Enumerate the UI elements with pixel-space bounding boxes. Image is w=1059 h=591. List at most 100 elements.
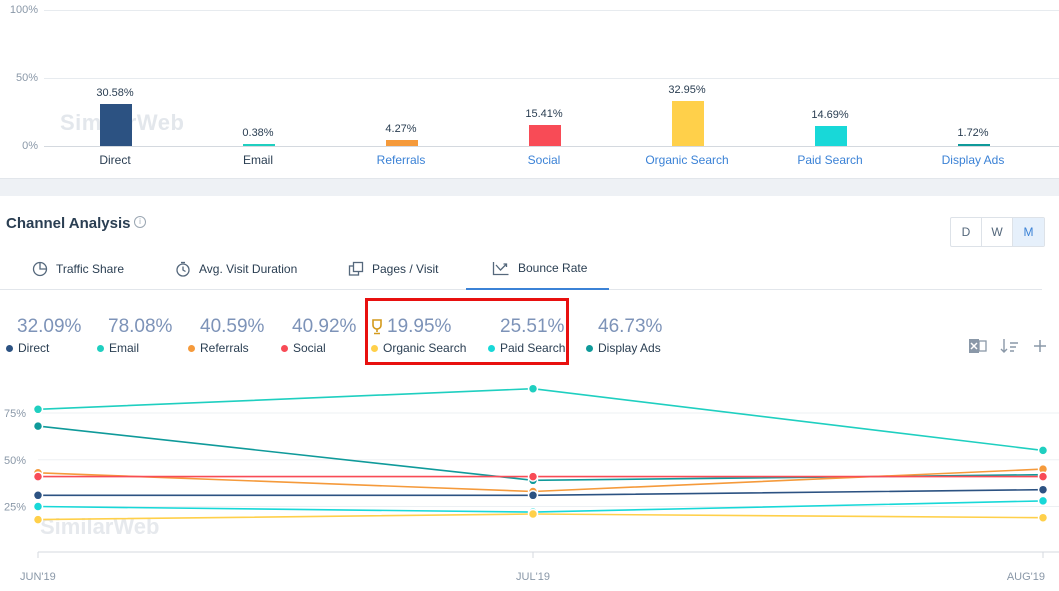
data-point[interactable] xyxy=(32,404,44,415)
bar[interactable] xyxy=(99,104,132,146)
data-point[interactable] xyxy=(32,490,44,501)
y-tick-label: 25% xyxy=(4,502,26,514)
chart-tools xyxy=(968,337,1048,355)
legend-item-direct[interactable]: 32.09% Direct xyxy=(6,316,81,355)
legend-value: 78.08% xyxy=(108,316,173,337)
legend-value: 25.51% xyxy=(500,316,565,337)
category-link[interactable]: Referrals xyxy=(376,153,426,167)
tab-label: Pages / Visit xyxy=(372,262,439,276)
channel-analysis-panel: Channel Analysis i D W M Traffic Share A… xyxy=(0,196,1059,591)
data-point[interactable] xyxy=(527,471,539,482)
y-tick-label: 0% xyxy=(22,140,38,152)
legend-item-paid-search[interactable]: 25.51% Paid Search xyxy=(488,316,565,355)
category-label: Email xyxy=(242,153,273,167)
legend-dot xyxy=(488,344,495,352)
period-selector: D W M xyxy=(950,217,1045,247)
bar-group-display-ads: 1.72% Display Ads xyxy=(902,0,1044,178)
data-point[interactable] xyxy=(1037,512,1049,523)
metric-tabs: Traffic Share Avg. Visit Duration Pages … xyxy=(0,248,1042,290)
bar[interactable] xyxy=(671,101,704,146)
bounce-icon xyxy=(492,262,509,276)
legend-value: 46.73% xyxy=(598,316,663,337)
bar[interactable] xyxy=(957,143,990,146)
bar[interactable] xyxy=(528,125,561,146)
data-point[interactable] xyxy=(1037,495,1049,507)
category-link[interactable]: Paid Search xyxy=(797,153,863,167)
legend-label: Display Ads xyxy=(598,341,661,355)
bar-value-label: 14.69% xyxy=(811,109,849,122)
category-link[interactable]: Display Ads xyxy=(941,153,1005,167)
bar-group-paid-search: 14.69% Paid Search xyxy=(759,0,901,178)
bar-value-label: 30.58% xyxy=(96,87,134,100)
y-tick-label: 75% xyxy=(4,408,26,420)
bar-value-label: 32.95% xyxy=(668,84,706,97)
category-link[interactable]: Organic Search xyxy=(645,153,729,167)
category-link[interactable]: Social xyxy=(527,153,561,167)
data-point[interactable] xyxy=(32,501,44,512)
tab-label: Avg. Visit Duration xyxy=(199,262,298,276)
period-week-button[interactable]: W xyxy=(982,218,1013,246)
legend-item-email[interactable]: 78.08% Email xyxy=(97,316,172,355)
trophy-icon xyxy=(372,319,382,335)
legend-value: 40.59% xyxy=(200,316,265,337)
legend-label: Social xyxy=(293,341,326,355)
bar-value-label: 15.41% xyxy=(525,108,563,121)
bar-value-label: 0.38% xyxy=(242,127,274,139)
tab-bounce-rate[interactable]: Bounce Rate xyxy=(466,248,609,290)
sort-icon[interactable] xyxy=(1000,337,1020,355)
tab-pages-per-visit[interactable]: Pages / Visit xyxy=(348,248,438,290)
legend-value: 19.95% xyxy=(387,316,452,337)
data-point[interactable] xyxy=(1037,445,1049,456)
legend-dot xyxy=(188,344,195,352)
legend-item-organic-search[interactable]: 19.95% Organic Search xyxy=(371,316,466,355)
pie-icon xyxy=(32,261,48,277)
series-line-organic-search xyxy=(37,513,1044,521)
legend-label: Paid Search xyxy=(500,341,566,355)
legend-dot xyxy=(97,344,104,352)
legend-item-social[interactable]: 40.92% Social xyxy=(281,316,356,355)
bar-value-label: 1.72% xyxy=(957,126,989,139)
data-point[interactable] xyxy=(32,420,44,432)
legend-item-referrals[interactable]: 40.59% Referrals xyxy=(188,316,264,355)
legend-label: Email xyxy=(109,341,140,355)
section-title: Channel Analysis xyxy=(6,215,131,232)
x-tick-label: AUG'19 xyxy=(1007,571,1045,583)
data-point[interactable] xyxy=(527,508,539,520)
info-icon[interactable]: i xyxy=(134,216,146,228)
channel-legend: 32.09% Direct 78.08% Email 40.59% Referr… xyxy=(0,316,700,362)
series-line-email xyxy=(37,387,1044,452)
pages-icon xyxy=(348,261,364,276)
legend-value: 32.09% xyxy=(17,316,82,337)
x-tick-label: JUN'19 xyxy=(20,571,56,583)
tab-label: Bounce Rate xyxy=(518,261,588,275)
tab-label: Traffic Share xyxy=(56,262,125,276)
bar-group-email: 0.38% Email xyxy=(187,0,329,178)
period-month-button[interactable]: M xyxy=(1013,218,1044,246)
category-label: Direct xyxy=(99,153,131,167)
data-point[interactable] xyxy=(32,471,44,482)
legend-label: Organic Search xyxy=(383,341,467,355)
legend-label: Referrals xyxy=(200,341,249,355)
tab-avg-visit-duration[interactable]: Avg. Visit Duration xyxy=(175,248,297,290)
data-point[interactable] xyxy=(1037,471,1049,482)
legend-item-display-ads[interactable]: 46.73% Display Ads xyxy=(586,316,662,355)
data-point[interactable] xyxy=(32,514,44,525)
data-point[interactable] xyxy=(527,490,539,501)
bar[interactable] xyxy=(385,140,418,146)
period-day-button[interactable]: D xyxy=(951,218,982,246)
traffic-share-bar-chart: 100% 50% 0% SimilarWeb 30.58%Direct0.38%… xyxy=(0,0,1059,178)
tab-traffic-share[interactable]: Traffic Share xyxy=(32,248,134,290)
bar[interactable] xyxy=(242,144,275,146)
legend-dot xyxy=(281,344,288,352)
series-line-display-ads xyxy=(37,425,1044,482)
legend-dot xyxy=(371,344,378,352)
legend-dot xyxy=(6,344,13,352)
data-point[interactable] xyxy=(1037,484,1049,495)
bar[interactable] xyxy=(814,126,847,146)
plus-icon[interactable] xyxy=(1032,337,1048,355)
excel-icon[interactable] xyxy=(968,337,988,355)
bar-group-organic-search: 32.95% Organic Search xyxy=(616,0,758,178)
data-point[interactable] xyxy=(527,383,539,394)
